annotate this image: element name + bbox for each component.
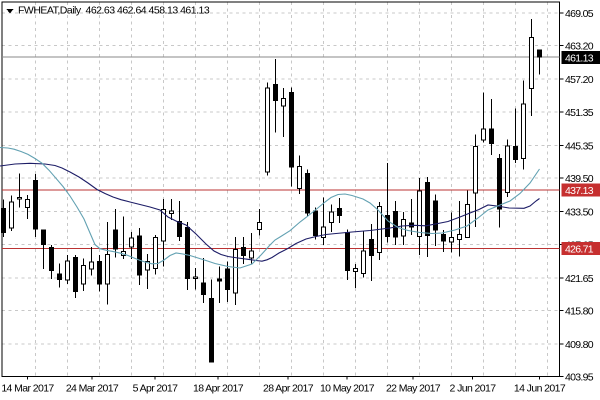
svg-text:415.80: 415.80 [565, 306, 594, 318]
svg-text:22 May 2017: 22 May 2017 [386, 382, 441, 394]
svg-text:445.35: 445.35 [565, 141, 594, 153]
svg-text:437.13: 437.13 [565, 185, 594, 197]
svg-text:421.65: 421.65 [565, 273, 594, 285]
svg-text:426.71: 426.71 [565, 244, 594, 256]
svg-text:24 Mar 2017: 24 Mar 2017 [66, 382, 119, 394]
svg-text:2 Jun 2017: 2 Jun 2017 [450, 382, 497, 394]
svg-text:433.50: 433.50 [565, 207, 594, 219]
svg-text:14 Mar 2017: 14 Mar 2017 [1, 382, 54, 394]
svg-text:18 Apr 2017: 18 Apr 2017 [193, 382, 244, 394]
svg-text:451.35: 451.35 [565, 107, 594, 119]
svg-text:457.20: 457.20 [565, 74, 594, 86]
svg-text:469.05: 469.05 [565, 8, 594, 20]
svg-text:5 Apr 2017: 5 Apr 2017 [133, 382, 179, 394]
svg-text:439.50: 439.50 [565, 173, 594, 185]
svg-text:463.20: 463.20 [565, 41, 594, 53]
svg-text:FWHEAT,Daily 462.63 462.64 45: FWHEAT,Daily 462.63 462.64 458.13 461.13 [18, 5, 210, 17]
svg-text:14 Jun 2017: 14 Jun 2017 [514, 382, 566, 394]
svg-text:28 Apr 2017: 28 Apr 2017 [263, 382, 314, 394]
svg-text:409.80: 409.80 [565, 339, 594, 351]
svg-text:461.13: 461.13 [565, 53, 594, 65]
svg-text:403.95: 403.95 [565, 371, 594, 383]
svg-text:10 May 2017: 10 May 2017 [320, 382, 375, 394]
